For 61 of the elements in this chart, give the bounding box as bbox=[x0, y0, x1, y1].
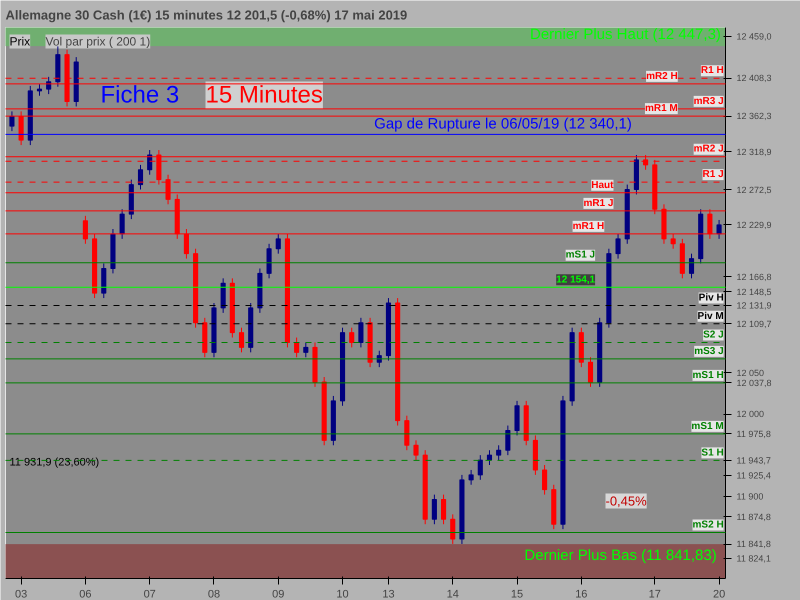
ref-line-label: Piv M bbox=[698, 310, 724, 322]
ref-line-label: R1 J bbox=[702, 169, 724, 180]
y-tick-label: 12 408,3 bbox=[736, 73, 772, 84]
ref-line-label: mS2 H bbox=[692, 519, 724, 530]
chart-title: Allemagne 30 Cash (1€) 15 minutes 12 201,5 (-0,68%) 17 mai 2019 bbox=[6, 8, 408, 22]
y-tick-label: 12 459,0 bbox=[736, 32, 772, 42]
y-tick-label: 12 229,9 bbox=[736, 220, 772, 230]
ref-line-label: mS1 H bbox=[692, 370, 724, 381]
x-tick-label: 20 bbox=[712, 588, 726, 600]
annotation: 11 931,9 (23,60%) bbox=[10, 456, 100, 468]
y-tick-label: 11 824,1 bbox=[736, 554, 771, 564]
ref-line-label: mS1 J bbox=[566, 250, 596, 261]
ref-line-label: mR2 H bbox=[646, 70, 678, 82]
y-tick-label: 11 943,7 bbox=[736, 455, 771, 466]
ref-line-label: mS3 J bbox=[694, 346, 724, 357]
ref-line-label: 12 154,1 bbox=[556, 274, 596, 286]
ref-line-label: Gap de Rupture le 06/05/19 (12 340,1) bbox=[374, 115, 632, 132]
annotation: Prix bbox=[10, 34, 30, 48]
x-tick-label: 10 bbox=[336, 588, 349, 600]
y-tick-label: 11 900 bbox=[736, 491, 764, 502]
y-tick-label: 12 109,7 bbox=[736, 318, 772, 329]
y-tick-label: 11 925,4 bbox=[736, 470, 771, 480]
y-tick-label: 12 272,5 bbox=[736, 184, 772, 195]
x-tick-label: 13 bbox=[382, 588, 395, 600]
x-tick-label: 17 bbox=[648, 588, 661, 600]
x-tick-label: 16 bbox=[575, 588, 588, 600]
ref-line-label: R1 H bbox=[700, 65, 724, 76]
y-tick-label: 12 000 bbox=[736, 409, 764, 420]
ref-line-label: S2 J bbox=[703, 329, 724, 340]
y-tick-label: 11 975,8 bbox=[736, 428, 771, 439]
y-tick-label: 12 362,3 bbox=[736, 111, 772, 122]
ref-line-label: mS1 M bbox=[691, 420, 724, 432]
ref-line-label: mR1 H bbox=[572, 220, 604, 232]
x-tick-label: 03 bbox=[14, 588, 28, 600]
ref-line-label: mR2 J bbox=[694, 144, 724, 155]
y-tick-label: 12 050 bbox=[736, 368, 764, 378]
y-tick-label: 12 166,8 bbox=[736, 272, 772, 282]
annotation: -0,45% bbox=[606, 494, 648, 508]
x-tick-label: 15 bbox=[510, 588, 524, 600]
x-tick-label: 07 bbox=[144, 588, 156, 600]
y-tick-label: 11 874,8 bbox=[736, 512, 771, 522]
ref-line-label: Piv H bbox=[698, 292, 724, 304]
band-label: Dernier Plus Haut (12 447,3) bbox=[530, 26, 721, 44]
ref-line-label: mR3 J bbox=[694, 96, 724, 107]
ref-line-label: mR1 J bbox=[583, 198, 614, 209]
annotation: 15 Minutes bbox=[206, 82, 323, 108]
x-tick-label: 09 bbox=[272, 588, 284, 600]
ref-line-label: Haut bbox=[591, 180, 614, 191]
band-label: Dernier Plus Bas (11 841,83) bbox=[524, 547, 717, 564]
annotation: Fiche 3 bbox=[100, 82, 180, 108]
x-tick-label: 08 bbox=[208, 588, 220, 600]
y-tick-label: 12 131,9 bbox=[736, 300, 772, 311]
y-tick-label: 12 037,8 bbox=[736, 378, 772, 388]
ref-line-label: mR1 M bbox=[644, 103, 678, 114]
y-tick-label: 11 841,8 bbox=[736, 539, 771, 550]
y-tick-label: 12 318,9 bbox=[736, 146, 772, 157]
x-tick-label: 14 bbox=[446, 588, 459, 600]
x-tick-label: 06 bbox=[79, 588, 92, 600]
ref-line-label: S1 H bbox=[701, 447, 724, 458]
annotation: Vol par prix ( 200 1) bbox=[46, 34, 150, 48]
y-tick-label: 12 148,5 bbox=[736, 286, 772, 297]
